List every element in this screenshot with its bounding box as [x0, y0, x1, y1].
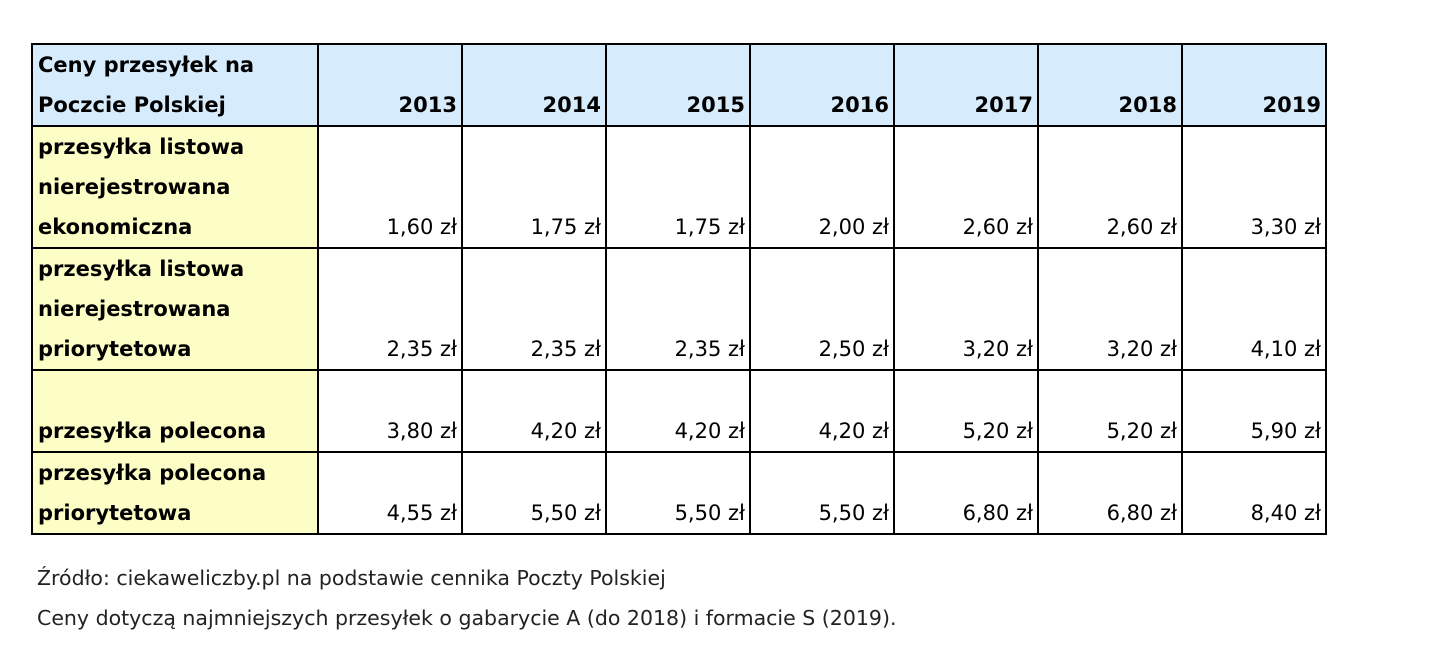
price-cell: 4,55 zł [317, 451, 463, 535]
price-cell: 5,50 zł [461, 451, 607, 535]
price-cell: 5,20 zł [893, 369, 1039, 453]
price-cell: 3,30 zł [1181, 125, 1327, 249]
row-label-line: przesyłka polecona [38, 419, 267, 443]
remark-note: Ceny dotyczą najmniejszych przesyłek o g… [37, 606, 897, 630]
price-cell: 6,80 zł [1037, 451, 1183, 535]
price-cell: 2,35 zł [317, 247, 463, 371]
corner-label-line: Poczcie Polskiej [38, 93, 226, 117]
row-label-line: przesyłka listowa [38, 257, 245, 281]
price-cell: 4,10 zł [1181, 247, 1327, 371]
price-cell: 3,20 zł [1037, 247, 1183, 371]
price-table: Ceny przesyłek na Poczcie Polskiej 2013 … [31, 43, 1327, 535]
row-label-cell: przesyłka polecona [31, 369, 319, 453]
year-header-cell: 2017 [893, 43, 1039, 127]
row-label-line: priorytetowa [38, 501, 192, 525]
price-cell: 6,80 zł [893, 451, 1039, 535]
price-cell: 4,20 zł [605, 369, 751, 453]
table-row: przesyłka listowa nierejestrowana ekonom… [31, 125, 1327, 249]
year-header-cell: 2019 [1181, 43, 1327, 127]
price-cell: 1,60 zł [317, 125, 463, 249]
row-label-line: ekonomiczna [38, 215, 193, 239]
source-note: Źródło: ciekaweliczby.pl na podstawie ce… [37, 566, 666, 590]
price-cell: 2,60 zł [893, 125, 1039, 249]
price-cell: 4,20 zł [749, 369, 895, 453]
price-cell: 2,50 zł [749, 247, 895, 371]
corner-label-line: Ceny przesyłek na [38, 53, 255, 77]
corner-header-cell: Ceny przesyłek na Poczcie Polskiej [31, 43, 319, 127]
table-row: przesyłka polecona 3,80 zł 4,20 zł 4,20 … [31, 369, 1327, 453]
row-label-line: priorytetowa [38, 337, 192, 361]
price-cell: 2,60 zł [1037, 125, 1183, 249]
price-cell: 2,35 zł [461, 247, 607, 371]
price-cell: 1,75 zł [605, 125, 751, 249]
year-header-cell: 2018 [1037, 43, 1183, 127]
table-header-row: Ceny przesyłek na Poczcie Polskiej 2013 … [31, 43, 1327, 127]
price-cell: 2,35 zł [605, 247, 751, 371]
year-header-cell: 2013 [317, 43, 463, 127]
row-label-cell: przesyłka listowa nierejestrowana priory… [31, 247, 319, 371]
row-label-line: nierejestrowana [38, 175, 231, 199]
price-cell: 5,20 zł [1037, 369, 1183, 453]
row-label-cell: przesyłka polecona priorytetowa [31, 451, 319, 535]
table-row: przesyłka listowa nierejestrowana priory… [31, 247, 1327, 371]
price-cell: 3,80 zł [317, 369, 463, 453]
row-label-line: przesyłka listowa [38, 135, 245, 159]
price-cell: 5,90 zł [1181, 369, 1327, 453]
price-cell: 5,50 zł [749, 451, 895, 535]
price-cell: 5,50 zł [605, 451, 751, 535]
year-header-cell: 2014 [461, 43, 607, 127]
price-cell: 3,20 zł [893, 247, 1039, 371]
year-header-cell: 2015 [605, 43, 751, 127]
year-header-cell: 2016 [749, 43, 895, 127]
price-cell: 4,20 zł [461, 369, 607, 453]
table-row: przesyłka polecona priorytetowa 4,55 zł … [31, 451, 1327, 535]
notes: Źródło: ciekaweliczby.pl na podstawie ce… [37, 558, 896, 638]
price-cell: 8,40 zł [1181, 451, 1327, 535]
price-cell: 1,75 zł [461, 125, 607, 249]
price-cell: 2,00 zł [749, 125, 895, 249]
row-label-line: przesyłka polecona [38, 461, 267, 485]
row-label-cell: przesyłka listowa nierejestrowana ekonom… [31, 125, 319, 249]
row-label-line: nierejestrowana [38, 297, 231, 321]
